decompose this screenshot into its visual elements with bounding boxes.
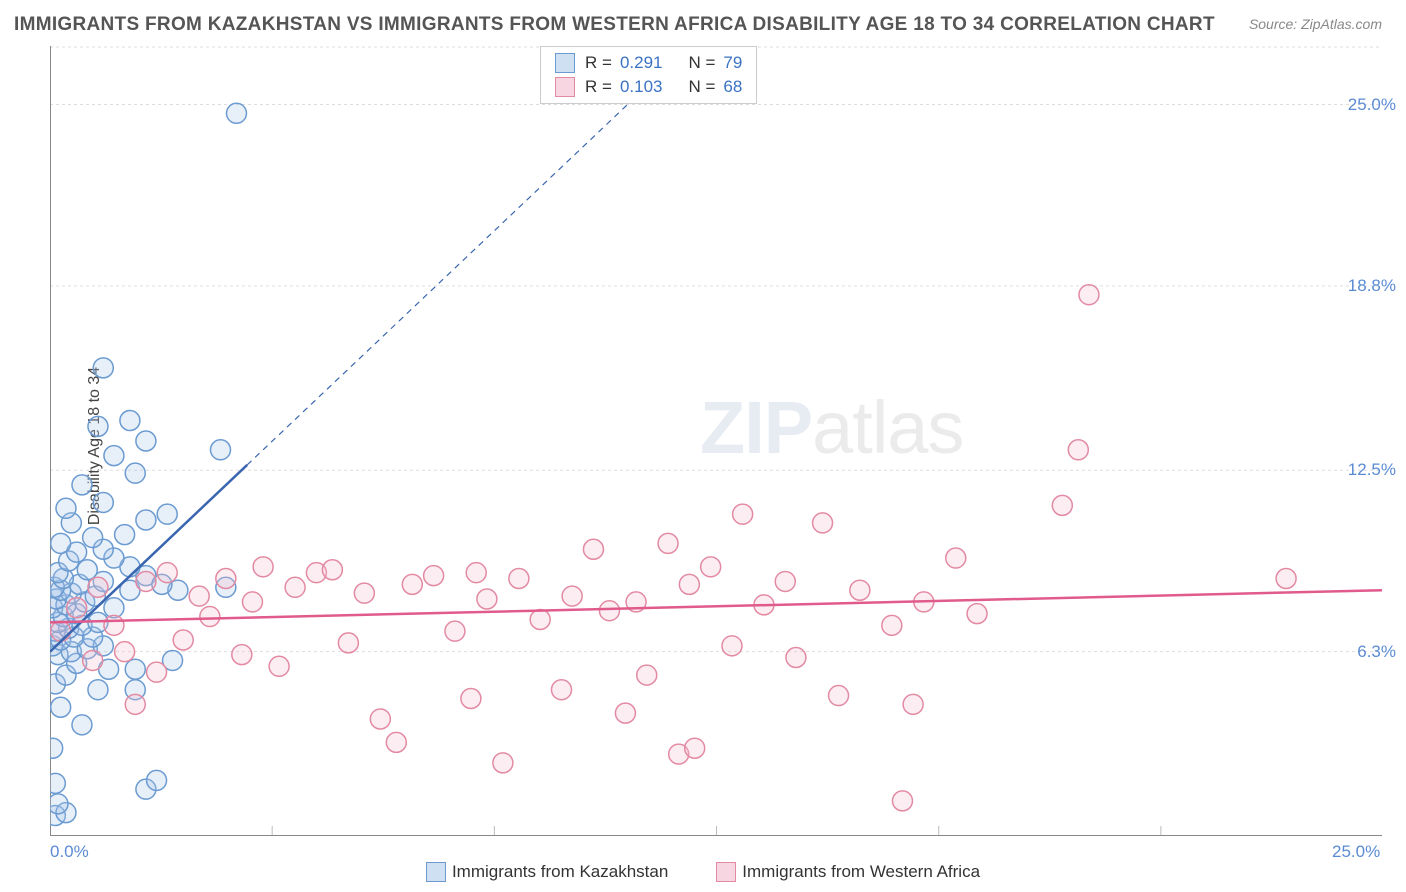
plot-svg	[50, 46, 1382, 836]
y-tick-label: 18.8%	[1348, 276, 1396, 296]
n-label: N =	[688, 53, 715, 73]
y-tick-label: 25.0%	[1348, 95, 1396, 115]
legend-label: Immigrants from Kazakhstan	[452, 862, 668, 882]
source-label: Source: ZipAtlas.com	[1249, 16, 1382, 32]
series-legend: Immigrants from Kazakhstan Immigrants fr…	[0, 862, 1406, 882]
legend-label: Immigrants from Western Africa	[742, 862, 980, 882]
x-tick-label: 25.0%	[1332, 842, 1380, 862]
correlation-legend: R = 0.291 N = 79 R = 0.103 N = 68	[540, 46, 757, 104]
y-tick-label: 12.5%	[1348, 460, 1396, 480]
legend-item-western-africa: Immigrants from Western Africa	[716, 862, 980, 882]
swatch-western-africa	[716, 862, 736, 882]
swatch-western-africa	[555, 77, 575, 97]
chart-title: IMMIGRANTS FROM KAZAKHSTAN VS IMMIGRANTS…	[14, 14, 1215, 36]
n-value-kazakhstan: 79	[723, 53, 742, 73]
x-tick-label: 0.0%	[50, 842, 89, 862]
y-tick-label: 6.3%	[1357, 642, 1396, 662]
legend-item-kazakhstan: Immigrants from Kazakhstan	[426, 862, 668, 882]
r-label: R =	[585, 53, 612, 73]
legend-row-kazakhstan: R = 0.291 N = 79	[541, 51, 756, 75]
swatch-kazakhstan	[555, 53, 575, 73]
r-label: R =	[585, 77, 612, 97]
n-value-western-africa: 68	[723, 77, 742, 97]
legend-row-western-africa: R = 0.103 N = 68	[541, 75, 756, 99]
r-value-western-africa: 0.103	[620, 77, 663, 97]
n-label: N =	[688, 77, 715, 97]
r-value-kazakhstan: 0.291	[620, 53, 663, 73]
scatter-plot	[50, 46, 1382, 836]
swatch-kazakhstan	[426, 862, 446, 882]
